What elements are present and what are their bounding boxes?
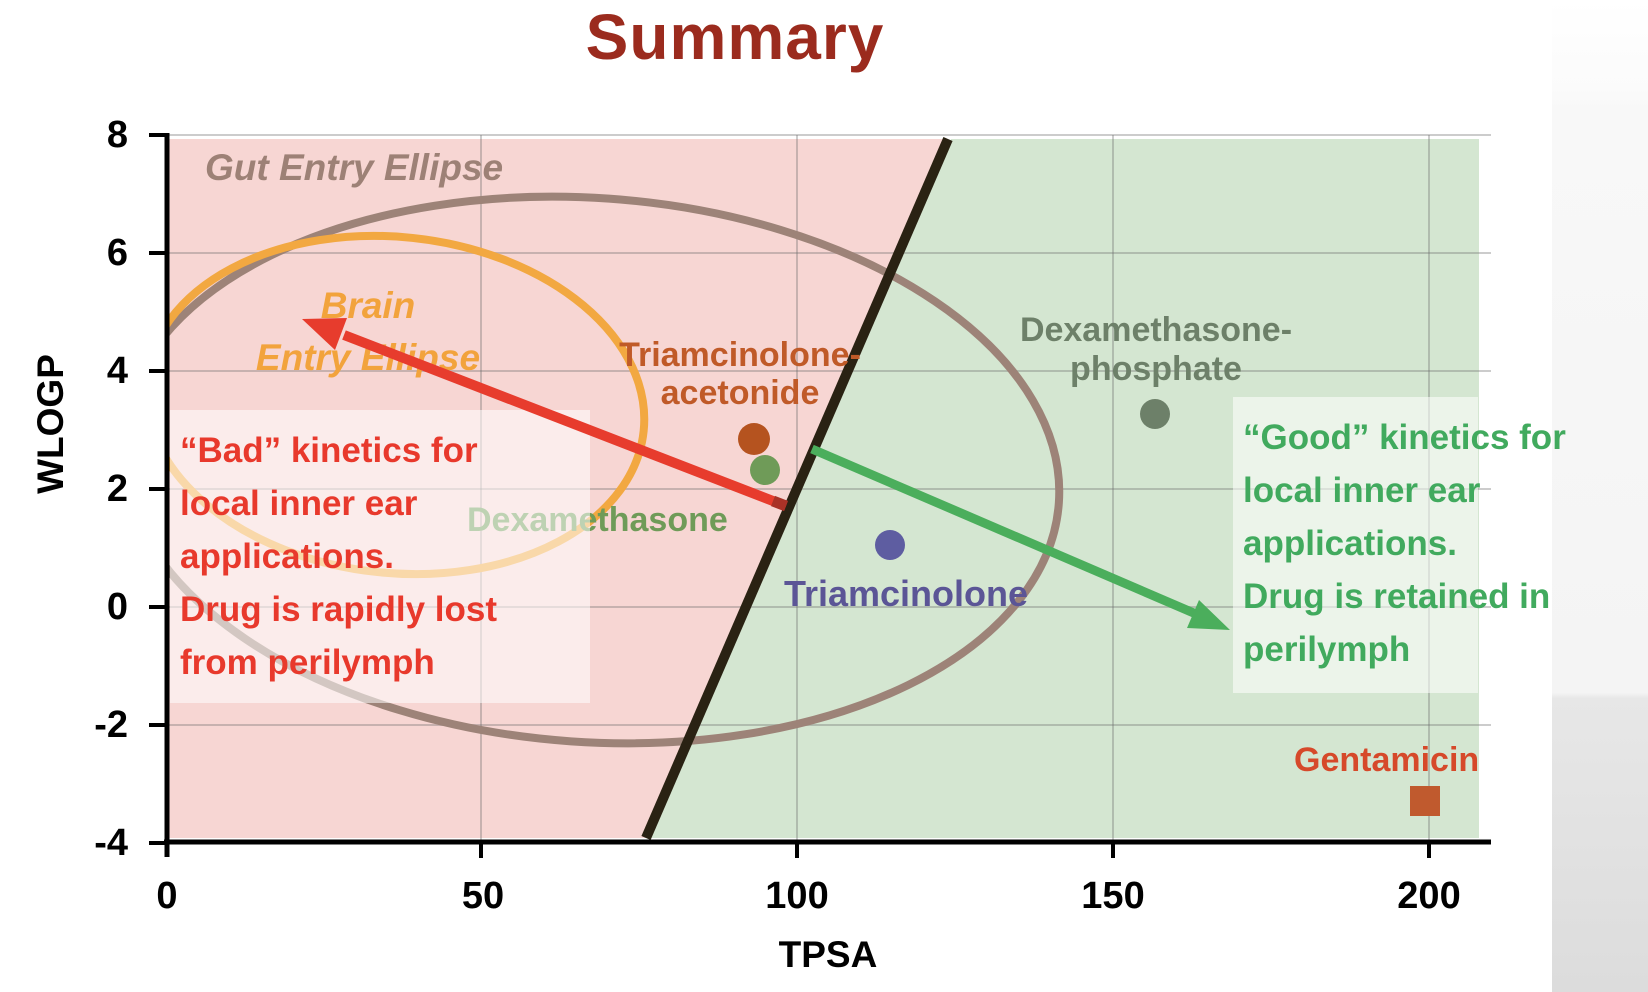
label-ta-line2: acetonide [660,374,820,412]
x-tick-50: 50 [461,875,505,917]
slide-edge-gradient [1552,0,1648,992]
y-tick-neg2: -2 [94,704,128,746]
bad-line4: Drug is rapidly lost [180,590,497,629]
y-tick-2: 2 [106,468,128,510]
gut-entry-ellipse [166,192,1064,748]
y-tick-8: 8 [106,114,128,156]
point-dexamethasone-phosphate [1140,399,1170,429]
good-line1: “Good” kinetics for [1243,418,1566,457]
y-tick-0: 0 [106,586,128,628]
y-ticks [149,133,167,845]
axes [149,133,1491,858]
label-ta-line1: Triamcinolone- [619,336,861,374]
x-tick-100: 100 [765,875,829,917]
label-triamcinolone-acetonide: Triamcinolone- acetonide [590,336,890,412]
point-triamcinolone-acetonide [738,423,770,455]
x-ticks [479,842,1431,858]
good-line2: local inner ear [1243,471,1481,510]
bad-line3: applications. [180,537,394,576]
bad-kinetics-text: “Bad” kinetics for local inner ear appli… [180,424,497,689]
label-dexamethasone-phosphate: Dexamethasone- phosphate [1006,311,1306,389]
bad-line5: from perilymph [180,643,435,682]
good-line4: Drug is retained in [1243,577,1551,616]
good-kinetics-box [1233,397,1478,693]
point-gentamicin [1410,786,1440,816]
bad-kinetics-box [170,410,590,703]
point-triamcinolone [875,530,905,560]
region-divider-line [641,137,953,840]
bad-line2: local inner ear [180,484,418,523]
y-axis-title: WLOGP [30,354,71,494]
label-dexap-line1: Dexamethasone- [1019,311,1293,349]
y-tick-neg4: -4 [94,822,128,864]
label-gentamicin: Gentamicin [1294,741,1480,779]
label-triamcinolone: Triamcinolone [783,573,1029,614]
good-line5: perilymph [1243,630,1411,669]
x-tick-0: 0 [156,875,178,917]
page-title: Summary [585,1,885,73]
good-kinetics-text: “Good” kinetics for local inner ear appl… [1243,411,1566,676]
x-tick-200: 200 [1397,875,1461,917]
x-tick-150: 150 [1081,875,1145,917]
good-direction-arrow [810,444,1230,630]
y-tick-4: 4 [106,350,128,392]
label-dexap-line2: phosphate [1070,350,1242,388]
bad-direction-arrow [302,318,788,512]
label-gut-entry-ellipse: Gut Entry Ellipse [205,147,504,188]
x-axis-title: TPSA [778,934,878,975]
point-dexamethasone [750,455,780,485]
bad-line1: “Bad” kinetics for [180,431,478,470]
y-tick-6: 6 [106,232,128,274]
good-line3: applications. [1243,524,1457,563]
